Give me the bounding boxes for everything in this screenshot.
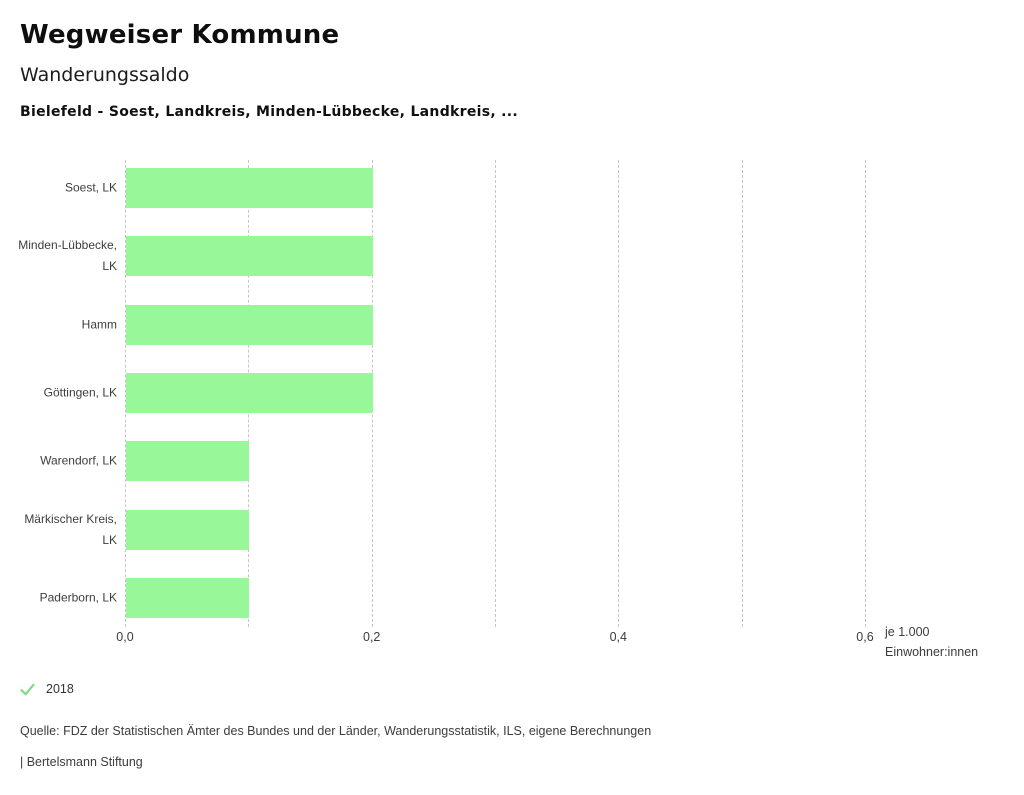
chart-title: Wanderungssaldo: [20, 64, 190, 86]
gridline: [865, 160, 866, 627]
bar-paderborn-lk[interactable]: [126, 578, 250, 619]
legend-label: 2018: [46, 682, 74, 696]
bar-g-ttingen-lk[interactable]: [126, 373, 373, 413]
app-title: Wegweiser Kommune: [20, 20, 340, 50]
category-axis: Soest, LK Minden-Lübbecke, LK Hamm Göttinge…: [0, 160, 117, 627]
chart-subtitle: Bielefeld - Soest, Landkreis, Minden-Lüb…: [20, 104, 519, 120]
gridline: [741, 160, 743, 627]
bar-soest-lk[interactable]: [126, 168, 373, 208]
bar-m-rkischer-kreis-lk[interactable]: [126, 509, 250, 550]
attribution-text: | Bertelsmann Stiftung: [20, 755, 143, 769]
category-label: Paderborn, LK: [39, 590, 117, 605]
category-label: Soest, LK: [64, 180, 117, 195]
bar-warendorf-lk[interactable]: [126, 441, 250, 482]
bar-chart: Soest, LK Minden-Lübbecke, LK Hamm Göttinge…: [0, 160, 978, 662]
x-tick-label: 0,2: [362, 630, 381, 644]
gridline: [495, 160, 496, 627]
category-label: Märkischer Kreis, LK: [24, 511, 117, 547]
gridline: [125, 160, 126, 627]
category-label: Göttingen, LK: [43, 385, 117, 400]
x-tick-label: 0,6: [856, 630, 874, 644]
check-icon: [20, 683, 35, 695]
category-label: Hamm: [81, 317, 117, 332]
bar-hamm[interactable]: [126, 304, 373, 345]
category-label: Warendorf, LK: [40, 453, 117, 468]
gridline: [618, 160, 620, 627]
x-tick-label: 0,4: [609, 630, 627, 644]
bar-minden-l-bbecke-lk[interactable]: [126, 236, 373, 277]
category-label: Minden-Lübbecke, LK: [18, 238, 117, 274]
x-axis-unit-line2: Einwohner:innen: [885, 645, 979, 659]
x-axis: 0,0 0,2 0,4 0,6: [116, 630, 873, 650]
x-axis-unit-line1: je 1.000: [885, 625, 930, 639]
source-text: Quelle: FDZ der Statistischen Ämter des …: [20, 724, 652, 738]
plot-area: [125, 160, 866, 627]
x-axis-unit: je 1.000 Einwohner:innen: [885, 622, 978, 662]
x-tick-label: 0,0: [116, 630, 134, 644]
legend-item-2018[interactable]: 2018: [20, 682, 74, 696]
